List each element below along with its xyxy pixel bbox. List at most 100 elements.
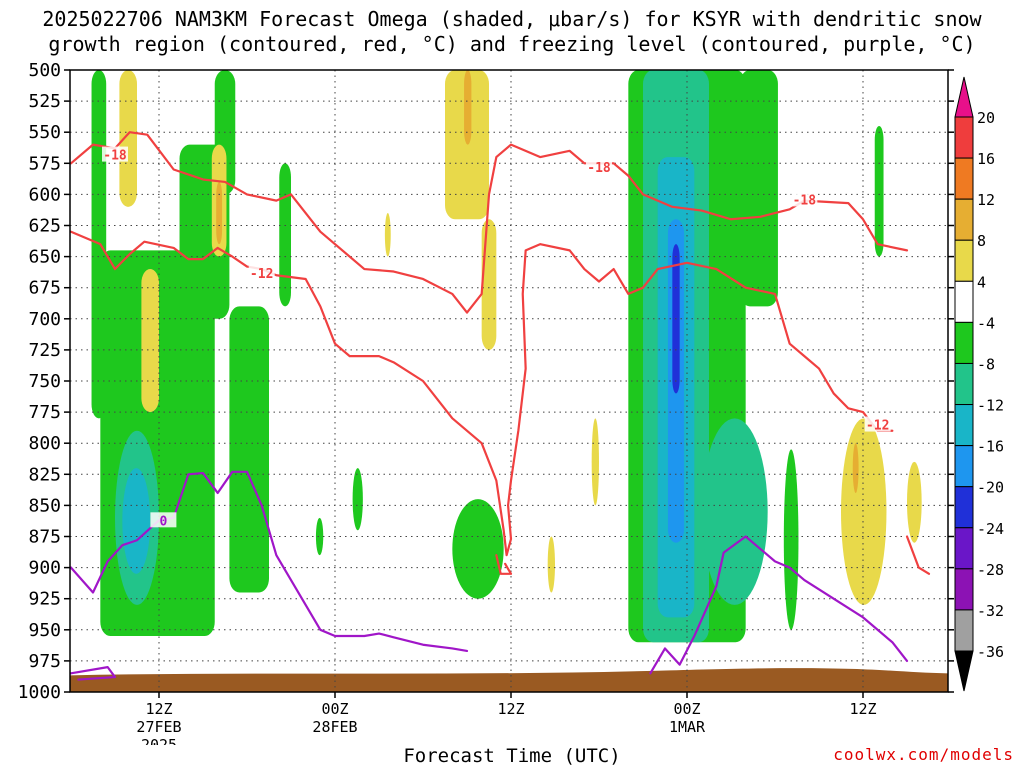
omega-region-14 — [701, 418, 768, 605]
omega-region-26 — [481, 219, 497, 350]
colorbar-label-5: -4 — [977, 314, 995, 332]
colorbar-box-2 — [954, 198, 974, 241]
y-tick-label-850: 850 — [28, 495, 61, 516]
y-tick-label-1000: 1000 — [18, 682, 61, 703]
dendritic-label-1-1: -12 — [866, 419, 889, 434]
terrain-fill — [70, 668, 948, 692]
colorbar-box-3 — [954, 239, 974, 282]
x-tick-label-1: 00Z — [321, 700, 348, 718]
y-tick-label-650: 650 — [28, 247, 61, 268]
y-tick-label-550: 550 — [28, 122, 61, 143]
colorbar-label-13: -36 — [977, 643, 1004, 661]
y-tick-label-525: 525 — [28, 91, 61, 112]
y-tick-label-600: 600 — [28, 184, 61, 205]
omega-region-5 — [229, 306, 269, 593]
freezing-contour-0 — [70, 470, 469, 653]
colorbar-box-8 — [954, 445, 974, 488]
colorbar-label-12: -32 — [977, 602, 1004, 620]
colorbar-label-11: -28 — [977, 561, 1004, 579]
colorbar-box-4 — [954, 280, 974, 323]
omega-region-25 — [464, 70, 472, 145]
x-tick-date-1: 28FEB — [312, 718, 357, 736]
colorbar-box-12 — [954, 609, 974, 652]
omega-region-10 — [452, 499, 504, 599]
omega-region-3 — [122, 468, 151, 574]
omega-region-29 — [591, 418, 599, 506]
y-tick-label-950: 950 — [28, 620, 61, 641]
y-tick-label-575: 575 — [28, 153, 61, 174]
y-tick-label-750: 750 — [28, 371, 61, 392]
y-tick-label-875: 875 — [28, 527, 61, 548]
omega-region-28 — [547, 536, 555, 593]
freezing-contour-1 — [70, 666, 117, 681]
dendritic-label-1-0: -12 — [250, 267, 273, 282]
omega-region-31 — [852, 443, 859, 493]
x-axis-label: Forecast Time (UTC) — [403, 745, 621, 767]
dendritic-contour-0 — [70, 131, 909, 314]
omega-region-19 — [874, 125, 884, 257]
dendritic-label-bg-1-0 — [248, 264, 275, 280]
omega-region-7 — [279, 163, 291, 307]
freezing-contour-2 — [649, 535, 909, 675]
omega-region-27 — [384, 213, 391, 257]
colorbar-top-arrow — [954, 76, 974, 118]
colorbar-label-7: -12 — [977, 397, 1004, 415]
freezing-label-0-0: 0 — [159, 514, 167, 529]
colorbar-box-11 — [954, 568, 974, 611]
colorbar-box-0 — [954, 116, 974, 159]
y-tick-label-625: 625 — [28, 216, 61, 237]
colorbar-box-7 — [954, 404, 974, 447]
dendritic-label-bg-0-2 — [791, 191, 818, 207]
y-tick-label-500: 500 — [28, 60, 61, 81]
colorbar-label-3: 8 — [977, 232, 986, 250]
dendritic-contour-1 — [70, 230, 894, 557]
colorbar-label-9: -20 — [977, 479, 1004, 497]
y-tick-label-725: 725 — [28, 340, 61, 361]
dendritic-label-0-1: -18 — [587, 161, 611, 176]
x-tick-label-4: 12Z — [849, 700, 876, 718]
colorbar-box-5 — [954, 321, 974, 364]
x-tick-label-0: 12Z — [145, 700, 172, 718]
y-tick-label-700: 700 — [28, 309, 61, 330]
dendritic-label-bg-0-1 — [586, 159, 612, 175]
dendritic-label-bg-0-0 — [102, 146, 128, 162]
colorbar-label-0: 20 — [977, 109, 995, 127]
colorbar-label-4: 4 — [977, 273, 986, 291]
dendritic-label-0-2: -18 — [793, 193, 817, 208]
omega-region-12 — [739, 70, 778, 307]
colorbar-box-10 — [954, 527, 974, 570]
omega-region-24 — [445, 70, 489, 220]
colorbar-label-2: 12 — [977, 191, 995, 209]
colorbar-box-6 — [954, 362, 974, 406]
colorbar-label-1: 16 — [977, 150, 995, 168]
x-tick-label-3: 00Z — [673, 700, 700, 718]
freezing-label-bg-0-0 — [150, 512, 177, 528]
dendritic-contour-3 — [905, 535, 931, 575]
dendritic-contour-2 — [495, 554, 513, 575]
omega-region-8 — [315, 517, 324, 556]
colorbar-label-6: -8 — [977, 355, 995, 373]
omega-region-9 — [352, 468, 363, 531]
omega-region-23 — [216, 181, 223, 245]
omega-region-30 — [841, 418, 887, 605]
chart-title-line2: growth region (contoured, red, °C) and f… — [48, 32, 976, 56]
chart-svg: -18 -18 -18 -12 -12 0 500 525 550 575 600 625 650 67… — [18, 60, 1004, 745]
colorbar-label-8: -16 — [977, 438, 1004, 456]
x-tick-date-3: 1MAR — [669, 718, 706, 736]
colorbar-box-1 — [954, 157, 974, 200]
dendritic-label-bg-1-1 — [864, 416, 891, 432]
omega-region-20 — [119, 70, 137, 207]
colorbar-box-9 — [954, 486, 974, 529]
y-tick-label-900: 900 — [28, 558, 61, 579]
omega-region-32 — [907, 461, 922, 543]
chart-title-line1: 2025022706 NAM3KM Forecast Omega (shaded… — [42, 7, 982, 31]
dendritic-label-0-0: -18 — [103, 149, 127, 164]
x-tick-label-2: 12Z — [497, 700, 524, 718]
y-tick-label-825: 825 — [28, 464, 61, 485]
colorbar-bottom-arrow — [954, 650, 974, 692]
y-tick-label-675: 675 — [28, 278, 61, 299]
credit-text[interactable]: coolwx.com/models — [833, 745, 1014, 764]
omega-region-21 — [141, 269, 159, 413]
omega-region-18 — [783, 449, 799, 630]
x-tick-year-0: 2025 — [141, 736, 177, 745]
